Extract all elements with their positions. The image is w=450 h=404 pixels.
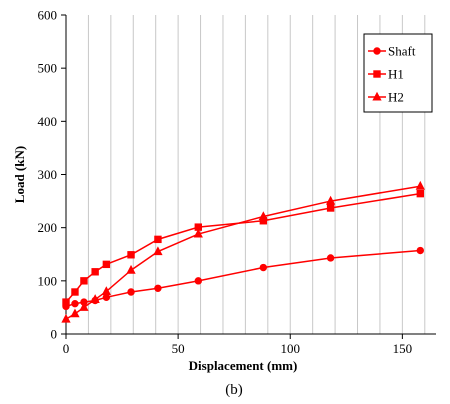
- data-point-shaft: [194, 277, 203, 285]
- data-point-h1: [154, 235, 162, 244]
- figure-caption: (b): [225, 382, 243, 398]
- legend-label: H1: [388, 67, 404, 82]
- y-axis-title: Load (kN): [12, 146, 27, 203]
- data-point-shaft: [102, 293, 111, 302]
- legend-entry-h1: H1: [368, 67, 404, 82]
- legend: Shaft H1 H2: [363, 33, 433, 113]
- x-axis-title: Displacement (mm): [189, 358, 298, 373]
- data-point-h2: [126, 264, 136, 274]
- data-point-h2: [415, 180, 425, 190]
- legend-label: Shaft: [388, 44, 416, 59]
- y-axis-ticks: 0 100 200 300 400 500 600: [38, 8, 66, 342]
- data-point-shaft: [259, 263, 268, 272]
- data-point-h1: [62, 298, 70, 306]
- legend-label: H2: [388, 90, 404, 105]
- data-point-h1: [102, 260, 111, 269]
- data-point-h2: [90, 294, 100, 303]
- data-series: [61, 180, 425, 323]
- x-tick-label: 100: [280, 341, 300, 356]
- data-point-shaft: [416, 246, 425, 255]
- legend-swatch-marker: [373, 47, 381, 55]
- data-point-shaft: [127, 288, 135, 296]
- legend-entry-shaft: Shaft: [368, 44, 416, 59]
- series-line-h2: [65, 185, 421, 320]
- y-tick-label: 400: [38, 114, 58, 129]
- x-tick-label: 0: [63, 341, 70, 356]
- y-tick-label: 500: [38, 61, 58, 76]
- x-tick-label: 150: [393, 341, 413, 356]
- data-point-shaft: [154, 284, 162, 292]
- x-tick-label: 50: [172, 341, 185, 356]
- series-h1: [62, 189, 425, 306]
- data-point-h2: [79, 302, 89, 311]
- legend-swatch-marker: [373, 70, 381, 78]
- data-point-h2: [153, 246, 163, 256]
- data-point-shaft: [326, 254, 335, 262]
- data-point-h2: [258, 211, 268, 221]
- data-point-h2: [101, 286, 111, 295]
- y-tick-label: 100: [38, 273, 58, 288]
- data-point-h2: [70, 308, 80, 318]
- data-point-h2: [61, 313, 71, 323]
- series-h2: [61, 180, 425, 323]
- gridlines: [87, 15, 426, 334]
- data-point-h1: [80, 277, 88, 285]
- data-point-h1: [71, 288, 79, 296]
- y-tick-label: 0: [51, 327, 58, 342]
- data-point-h1: [326, 204, 335, 212]
- y-tick-label: 300: [38, 167, 58, 182]
- data-point-h1: [416, 189, 425, 198]
- data-point-h2: [325, 195, 336, 205]
- data-point-shaft: [71, 299, 79, 308]
- legend-swatch-marker: [372, 91, 382, 101]
- series-line-h1: [65, 192, 421, 303]
- data-point-h2: [193, 228, 203, 238]
- x-axis-ticks: 0 50 100 150: [63, 334, 412, 356]
- y-tick-label: 600: [38, 8, 58, 23]
- legend-entry-h2: H2: [368, 90, 404, 105]
- data-point-h1: [91, 268, 99, 276]
- data-point-h1: [127, 251, 135, 259]
- series-shaft: [62, 246, 425, 311]
- y-tick-label: 200: [38, 220, 58, 235]
